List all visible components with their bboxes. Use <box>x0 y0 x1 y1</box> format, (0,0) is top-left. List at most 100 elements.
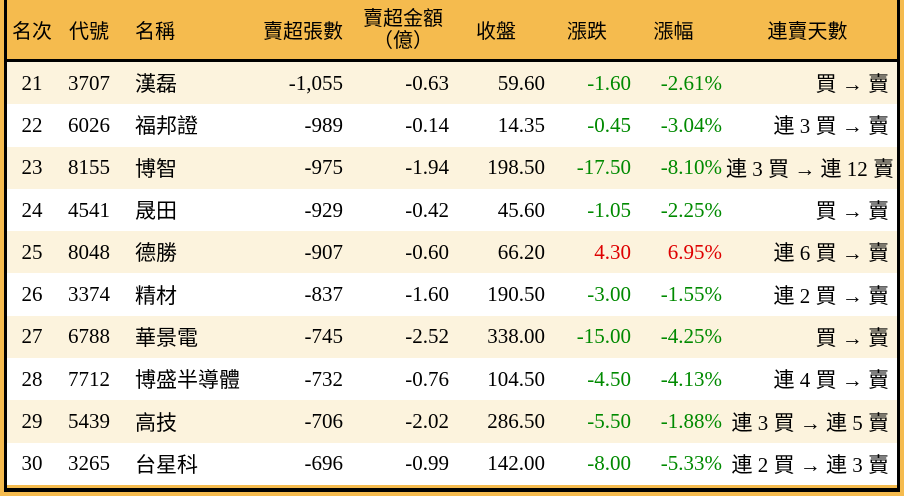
table-header: 名次 代號 名稱 賣超張數 賣超金額 （億） 收盤 漲跌 漲幅 連賣天數 <box>7 0 897 62</box>
cell-change: 4.30 <box>594 239 631 264</box>
table-body: 21 3707 漢磊 -1,055 -0.63 59.60 -1.60 -2.61% 買 → 賣… <box>7 62 897 485</box>
table-row[interactable]: 26 3374 精材 -837 -1.60 190.50 -3.00 -1.55% 連 2 買 … <box>7 273 897 316</box>
table-row[interactable]: 27 6788 華景電 -745 -2.52 338.00 -15.00 -4.25% 買 → … <box>7 315 897 359</box>
cell-streak: 連 2 買 → 連 3 賣 <box>731 452 890 477</box>
cell-change-pct: -1.88% <box>660 409 722 434</box>
table-row[interactable]: 28 7712 博盛半導體 -732 -0.76 104.50 -4.50 -4.13% 連 4… <box>7 358 897 401</box>
column-header-rank[interactable]: 名次 <box>12 21 52 43</box>
cell-change-pct: -4.25% <box>660 324 722 349</box>
cell-sell-volume: -975 <box>304 155 344 180</box>
column-header-change[interactable]: 漲跌 <box>567 21 607 43</box>
cell-sell-amount: -0.63 <box>405 70 449 95</box>
cell-change-pct: -2.61% <box>660 70 722 95</box>
cell-name: 博盛半導體 <box>135 368 240 393</box>
cell-close: 104.50 <box>487 366 545 391</box>
cell-close: 286.50 <box>487 409 545 434</box>
cell-code: 8048 <box>68 239 110 264</box>
cell-sell-amount: -0.42 <box>405 197 449 222</box>
cell-name: 華景電 <box>135 325 198 350</box>
cell-streak: 連 4 買 → 賣 <box>773 368 890 393</box>
cell-change-pct: -4.13% <box>660 366 722 391</box>
cell-change: -3.00 <box>587 282 631 307</box>
cell-name: 漢磊 <box>135 72 177 97</box>
column-header-sell-amount-line2: （億） <box>373 29 433 52</box>
cell-sell-volume: -1,055 <box>288 70 343 95</box>
column-header-streak[interactable]: 連賣天數 <box>767 21 848 43</box>
cell-name: 德勝 <box>135 241 177 266</box>
cell-streak: 連 6 買 → 賣 <box>773 241 890 266</box>
cell-sell-amount: -0.60 <box>405 239 449 264</box>
cell-sell-amount: -1.94 <box>405 155 449 180</box>
cell-change: -15.00 <box>576 324 631 349</box>
cell-change-pct: -3.04% <box>660 112 722 137</box>
cell-code: 6788 <box>68 324 110 349</box>
cell-streak: 買 → 賣 <box>815 199 890 224</box>
cell-change: -4.50 <box>587 366 631 391</box>
table-row[interactable]: 22 6026 福邦證 -989 -0.14 14.35 -0.45 -3.04% 連 3 買 … <box>7 104 897 147</box>
column-header-sell-amount-line1: 賣超金額 <box>363 7 443 30</box>
column-header-name[interactable]: 名稱 <box>135 21 175 43</box>
cell-change-pct: -2.25% <box>660 197 722 222</box>
cell-close: 190.50 <box>487 282 545 307</box>
cell-code: 3707 <box>68 70 110 95</box>
column-header-sell-volume[interactable]: 賣超張數 <box>263 21 343 43</box>
cell-name: 台星科 <box>135 452 198 477</box>
cell-rank: 21 <box>21 70 43 95</box>
table-row[interactable]: 25 8048 德勝 -907 -0.60 66.20 4.30 6.95% 連 6 買 → 賣 <box>7 231 897 274</box>
cell-change-pct: 6.95% <box>667 239 722 264</box>
cell-change-pct: -1.55% <box>660 282 722 307</box>
cell-name: 晟田 <box>135 199 177 224</box>
cell-code: 3265 <box>68 451 110 476</box>
cell-rank: 27 <box>21 324 43 349</box>
table-row[interactable]: 29 5439 高技 -706 -2.02 286.50 -5.50 -1.88% 連 3 買 … <box>7 400 897 443</box>
column-header-code[interactable]: 代號 <box>69 21 109 43</box>
cell-code: 6026 <box>68 112 110 137</box>
cell-sell-volume: -907 <box>304 239 344 264</box>
cell-change: -1.05 <box>587 197 631 222</box>
column-header-close[interactable]: 收盤 <box>476 21 516 43</box>
cell-name: 博智 <box>135 156 177 181</box>
cell-sell-volume: -706 <box>304 409 344 434</box>
cell-streak: 買 → 賣 <box>815 325 890 350</box>
table-row[interactable]: 30 3265 台星科 -696 -0.99 142.00 -8.00 -5.33% 連 2 買… <box>7 442 897 485</box>
cell-sell-amount: -2.02 <box>405 409 449 434</box>
cell-change: -0.45 <box>587 112 631 137</box>
stock-sell-ranking-table: 名次 代號 名稱 賣超張數 賣超金額 （億） 收盤 漲跌 漲幅 連賣天數 21 3… <box>4 0 900 492</box>
table-row[interactable]: 23 8155 博智 -975 -1.94 198.50 -17.50 -8.10% 連 3 買… <box>7 146 897 189</box>
cell-code: 4541 <box>68 197 110 222</box>
cell-rank: 22 <box>21 112 43 137</box>
cell-close: 198.50 <box>487 155 545 180</box>
cell-rank: 30 <box>21 451 43 476</box>
cell-change: -1.60 <box>587 70 631 95</box>
cell-close: 14.35 <box>497 112 545 137</box>
cell-rank: 28 <box>21 366 43 391</box>
cell-sell-volume: -929 <box>304 197 344 222</box>
cell-close: 338.00 <box>487 324 545 349</box>
cell-close: 45.60 <box>497 197 545 222</box>
column-header-sell-amount[interactable]: 賣超金額 （億） <box>349 8 457 52</box>
table-row[interactable]: 24 4541 晟田 -929 -0.42 45.60 -1.05 -2.25% 買 → 賣 <box>7 188 897 232</box>
cell-rank: 24 <box>21 197 43 222</box>
cell-change: -17.50 <box>576 155 631 180</box>
cell-code: 7712 <box>68 366 110 391</box>
cell-sell-amount: -0.76 <box>405 366 449 391</box>
cell-streak: 連 2 買 → 賣 <box>773 283 890 308</box>
cell-rank: 26 <box>21 282 43 307</box>
column-header-change-pct[interactable]: 漲幅 <box>653 21 694 43</box>
cell-sell-amount: -2.52 <box>405 324 449 349</box>
cell-close: 142.00 <box>487 451 545 476</box>
cell-name: 精材 <box>135 283 177 308</box>
cell-streak: 買 → 賣 <box>815 72 890 97</box>
table-row[interactable]: 21 3707 漢磊 -1,055 -0.63 59.60 -1.60 -2.61% 買 → 賣 <box>7 62 897 105</box>
cell-sell-amount: -0.14 <box>405 112 449 137</box>
cell-streak: 連 3 買 → 賣 <box>773 114 890 139</box>
cell-sell-amount: -1.60 <box>405 282 449 307</box>
cell-sell-volume: -732 <box>304 366 344 391</box>
cell-sell-volume: -989 <box>304 112 344 137</box>
cell-rank: 25 <box>21 239 43 264</box>
cell-sell-volume: -696 <box>304 451 344 476</box>
cell-code: 3374 <box>68 282 110 307</box>
cell-change-pct: -5.33% <box>660 451 722 476</box>
cell-name: 高技 <box>135 410 177 435</box>
cell-sell-amount: -0.99 <box>405 451 449 476</box>
